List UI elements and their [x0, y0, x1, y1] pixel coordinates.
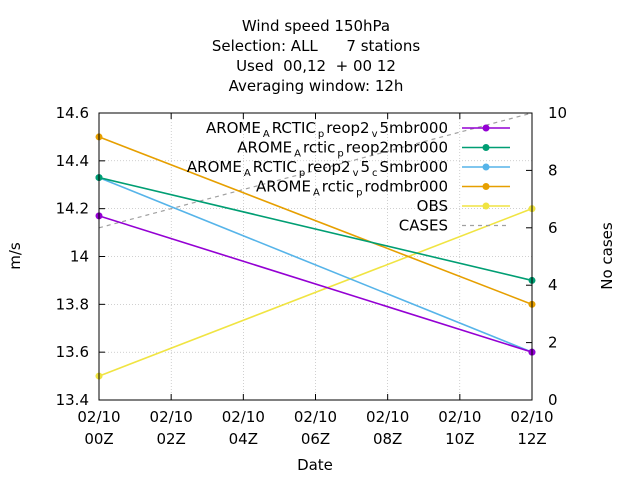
title-line: Selection: ALL 7 stations — [212, 37, 420, 55]
y-tick-label: 14.2 — [56, 200, 89, 218]
x-tick-label: 10Z — [445, 430, 474, 448]
axis-ticks: 02/10 00Z 02/10 02Z 02/10 04Z 02/10 06Z 02/10 08Z… — [56, 104, 568, 448]
title-line: Used 00,12 + 00 12 — [236, 57, 396, 75]
legend-marker — [482, 202, 490, 210]
x-tick-label: 08Z — [373, 430, 402, 448]
legend-marker — [482, 124, 490, 132]
y-tick-label: 14.4 — [56, 152, 89, 170]
x-tick-label: 02/10 — [366, 408, 409, 426]
series-lines — [95, 112, 536, 380]
title-line: Averaging window: 12h — [229, 77, 404, 95]
x-tick-label: 02/10 — [222, 408, 265, 426]
y-tick-label: 14 — [70, 248, 89, 266]
x-tick-label: 02/10 — [438, 408, 481, 426]
legend-marker — [482, 183, 490, 190]
chart-title: Wind speed 150hPa Selection: ALL 7 statio… — [212, 17, 420, 95]
y-tick-label: 13.6 — [56, 343, 89, 361]
y-tick-label: 13.8 — [56, 295, 89, 313]
y-axis-label: m/s — [6, 242, 24, 270]
y2-axis-label: No cases — [598, 222, 616, 290]
x-axis-label: Date — [297, 456, 333, 474]
y2-tick-label: 10 — [548, 104, 567, 122]
series-line — [98, 112, 533, 229]
series-line — [98, 176, 533, 282]
y2-tick-label: 8 — [548, 161, 558, 179]
x-tick-label: 12Z — [517, 430, 546, 448]
series-line — [98, 136, 533, 306]
legend-label: AROME A RCTIC p reop2 v 5mbr000 — [206, 119, 448, 140]
title-line: Wind speed 150hPa — [242, 17, 390, 35]
y2-tick-label: 4 — [548, 276, 558, 294]
y2-tick-label: 0 — [548, 391, 558, 409]
x-tick-label: 02/10 — [77, 408, 120, 426]
y-tick-label: 14.6 — [56, 104, 89, 122]
y2-tick-label: 6 — [548, 219, 558, 237]
x-tick-label: 02/10 — [510, 408, 553, 426]
legend-label: CASES — [399, 217, 448, 235]
x-tick-label: 04Z — [229, 430, 258, 448]
x-tick-label: 00Z — [84, 430, 113, 448]
y-tick-label: 13.4 — [56, 391, 89, 409]
x-tick-label: 02/10 — [294, 408, 337, 426]
series-line — [98, 207, 533, 377]
y2-tick-label: 2 — [548, 334, 558, 352]
legend-marker — [482, 163, 490, 171]
series-line — [98, 215, 533, 353]
series-line — [98, 176, 533, 353]
legend-label: AROME A RCTIC p reop2 v 5 c Smbr000 — [187, 158, 448, 179]
x-tick-label: 02/10 — [150, 408, 193, 426]
x-tick-label: 02Z — [156, 430, 185, 448]
x-tick-label: 06Z — [301, 430, 330, 448]
legend-label: OBS — [417, 197, 448, 215]
legend-marker — [482, 144, 490, 151]
